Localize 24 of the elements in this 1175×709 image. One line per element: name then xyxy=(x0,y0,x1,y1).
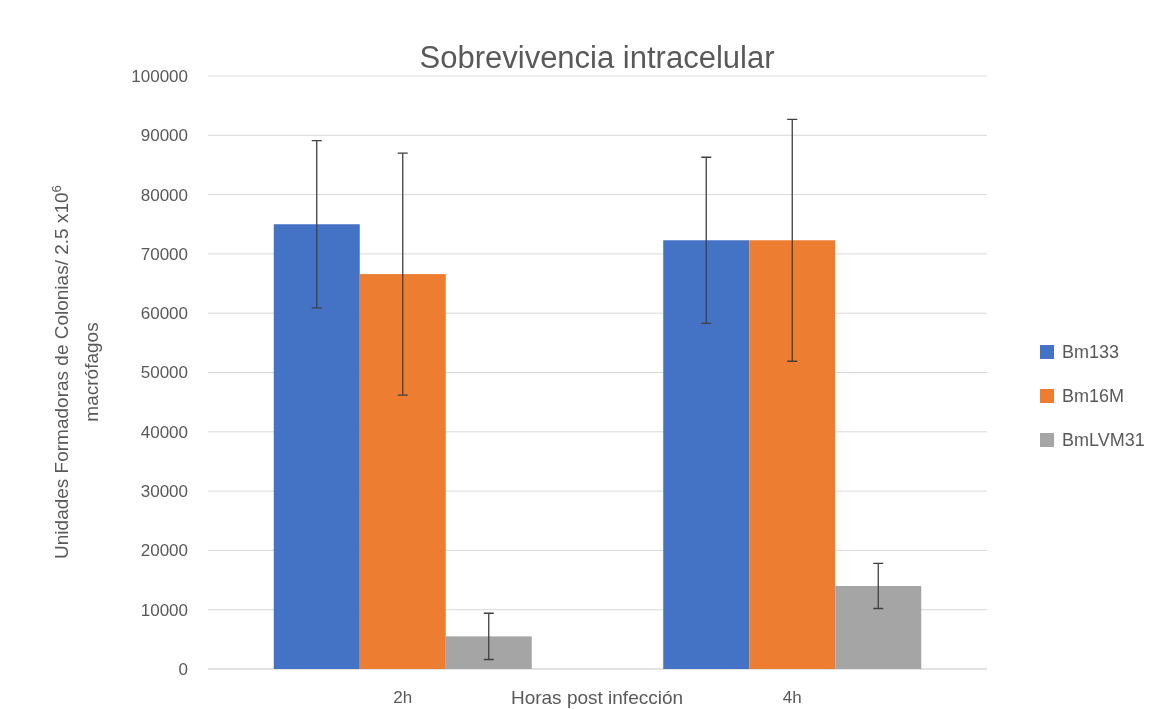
y-tick-label: 100000 xyxy=(131,66,188,86)
y-tick-label: 10000 xyxy=(140,600,188,620)
y-tick-label: 60000 xyxy=(140,304,188,324)
bar xyxy=(663,240,750,669)
y-tick-label: 80000 xyxy=(140,185,188,205)
y-tick-label: 50000 xyxy=(140,363,188,383)
y-tick-label: 40000 xyxy=(140,422,188,442)
legend-label: BmLVM31 xyxy=(1062,430,1145,450)
legend-label: Bm16M xyxy=(1062,386,1125,406)
y-tick-label: 90000 xyxy=(140,126,188,146)
bar xyxy=(273,224,360,669)
bar xyxy=(359,274,446,669)
y-tick-label: 70000 xyxy=(140,244,188,264)
x-axis-title: Horas post infección xyxy=(510,687,684,708)
bar xyxy=(835,585,922,669)
y-tick-label: 30000 xyxy=(140,482,188,502)
x-tick-label: 2h xyxy=(393,688,413,708)
y-tick-label: 20000 xyxy=(140,541,188,561)
bar xyxy=(445,636,532,669)
x-tick-label: 4h xyxy=(782,688,802,708)
chart-title: Sobrevivencia intracelular xyxy=(419,40,775,75)
legend-label: Bm133 xyxy=(1062,342,1120,362)
bar xyxy=(749,240,836,669)
y-tick-label: 0 xyxy=(178,659,188,679)
